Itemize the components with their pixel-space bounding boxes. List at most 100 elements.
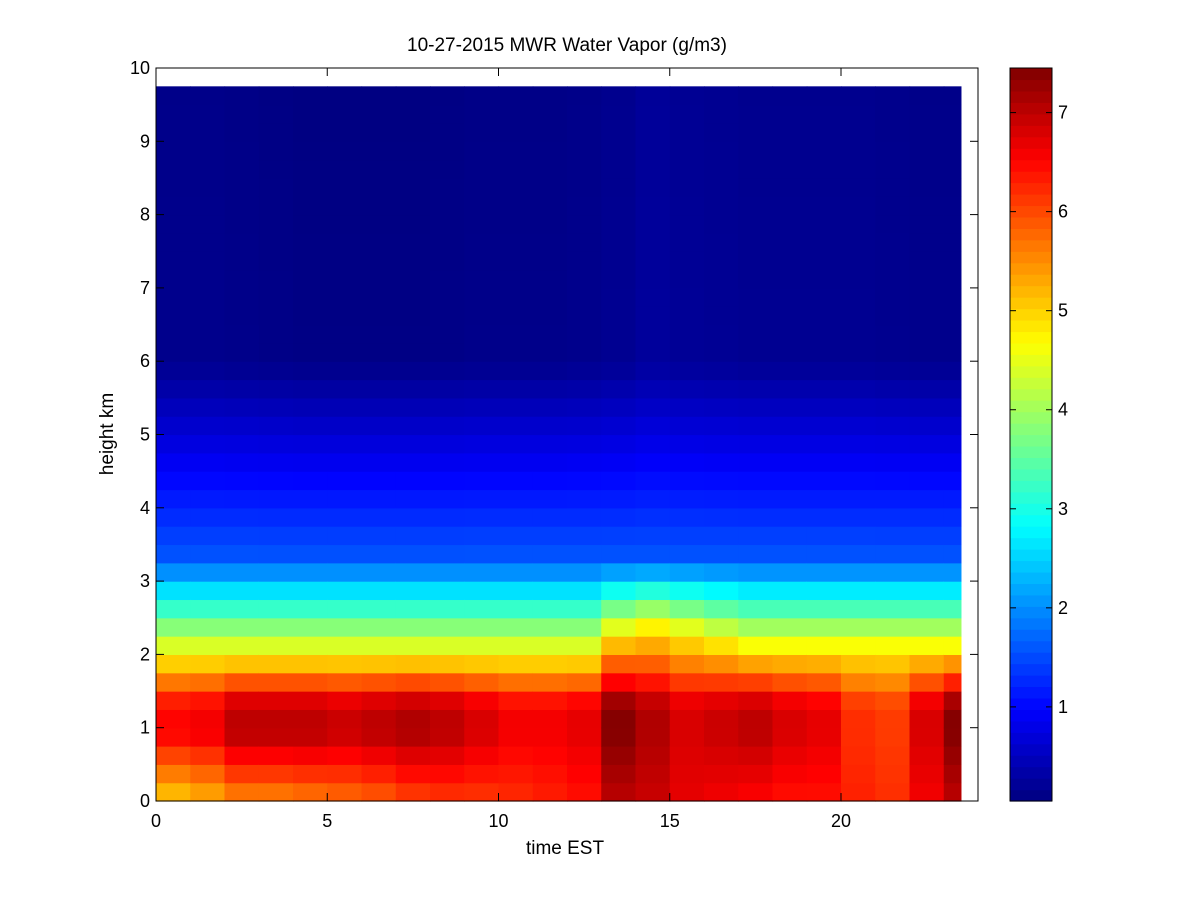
heatmap-cell (464, 617, 500, 637)
heatmap-cell (943, 691, 962, 710)
heatmap-cell (224, 214, 260, 234)
heatmap-cell (190, 782, 226, 802)
heatmap-cell (361, 397, 397, 417)
heatmap-cell (806, 159, 842, 179)
heatmap-cell (258, 526, 294, 546)
heatmap-cell (567, 617, 602, 637)
heatmap-cell (327, 214, 363, 234)
heatmap-cell (224, 397, 260, 417)
heatmap-cell (738, 269, 774, 289)
heatmap-cell (704, 727, 739, 747)
heatmap-cell (806, 782, 842, 802)
heatmap-cell (738, 581, 774, 601)
heatmap-cell (943, 471, 962, 491)
colorbar-swatch (1010, 778, 1052, 791)
heatmap-cell (943, 306, 962, 326)
heatmap-cell (772, 599, 808, 619)
heatmap-cell (498, 434, 534, 454)
heatmap-cell (224, 727, 260, 747)
heatmap-cell (875, 526, 911, 546)
colorbar-tick-label: 2 (1058, 598, 1068, 618)
heatmap-cell (532, 141, 568, 161)
heatmap-cell (498, 232, 534, 252)
colorbar-swatch (1010, 445, 1052, 458)
heatmap-cell (601, 617, 637, 637)
heatmap-cell (943, 196, 962, 216)
heatmap-cell (156, 471, 191, 491)
heatmap-cell (327, 471, 363, 491)
heatmap-cell (601, 122, 637, 142)
heatmap-cell (635, 141, 671, 161)
heatmap-cell (567, 86, 602, 106)
heatmap-cell (601, 691, 637, 710)
heatmap-cell (498, 654, 534, 674)
heatmap-cell (395, 727, 431, 747)
heatmap-cell (498, 782, 534, 802)
heatmap-cell (361, 232, 397, 252)
heatmap-cell (293, 141, 328, 161)
heatmap-cell (464, 654, 500, 674)
heatmap-cell (464, 397, 500, 417)
heatmap-cell (464, 746, 500, 765)
heatmap-cell (327, 452, 363, 472)
heatmap-cell (293, 306, 328, 326)
heatmap-cell (943, 581, 962, 601)
heatmap-cell (909, 361, 945, 381)
heatmap-cell (806, 746, 842, 765)
heatmap-cell (327, 361, 363, 381)
heatmap-cell (327, 526, 363, 546)
heatmap-cell (498, 177, 534, 197)
heatmap-cell (190, 86, 226, 106)
heatmap-cell (943, 104, 962, 124)
heatmap-cell (704, 434, 739, 454)
colorbar-swatch (1010, 171, 1052, 184)
heatmap-cell (875, 764, 911, 784)
heatmap-cell (704, 452, 739, 472)
heatmap-cell (498, 617, 534, 637)
heatmap-cell (190, 324, 226, 344)
heatmap-cell (327, 654, 363, 674)
heatmap-cell (464, 452, 500, 472)
heatmap-cell (498, 122, 534, 142)
heatmap-cell (772, 416, 808, 436)
heatmap-cell (532, 361, 568, 381)
heatmap-cell (464, 269, 500, 289)
heatmap-cell (224, 636, 260, 655)
colorbar-swatch (1010, 274, 1052, 287)
heatmap-cell (704, 691, 739, 710)
heatmap-cell (772, 782, 808, 802)
heatmap-cell (156, 232, 191, 252)
heatmap-cell (806, 562, 842, 582)
heatmap-cell (635, 104, 671, 124)
colorbar-swatch (1010, 514, 1052, 527)
heatmap-cell (258, 709, 294, 729)
heatmap-cell (258, 416, 294, 436)
heatmap-cell (430, 122, 465, 142)
heatmap-cell (156, 452, 191, 472)
heatmap-cell (498, 196, 534, 216)
heatmap-cell (498, 507, 534, 527)
heatmap-cell (361, 379, 397, 399)
heatmap-cell (738, 141, 774, 161)
heatmap-cell (498, 214, 534, 234)
heatmap-cell (464, 782, 500, 802)
heatmap-cell (909, 672, 945, 692)
heatmap-cell (738, 764, 774, 784)
heatmap-cell (190, 672, 226, 692)
colorbar-swatch (1010, 113, 1052, 126)
heatmap-cell (224, 617, 260, 637)
heatmap-cell (704, 86, 739, 106)
heatmap-cell (704, 379, 739, 399)
heatmap-cell (841, 361, 876, 381)
heatmap-cell (635, 782, 671, 802)
heatmap-cell (224, 782, 260, 802)
x-tick-label: 20 (831, 811, 851, 831)
heatmap-cell (943, 452, 962, 472)
heatmap-cell (567, 342, 602, 362)
heatmap-cell (601, 672, 637, 692)
colorbar-swatch (1010, 560, 1052, 573)
heatmap-cell (361, 764, 397, 784)
heatmap-cell (327, 86, 363, 106)
x-tick-label: 15 (660, 811, 680, 831)
